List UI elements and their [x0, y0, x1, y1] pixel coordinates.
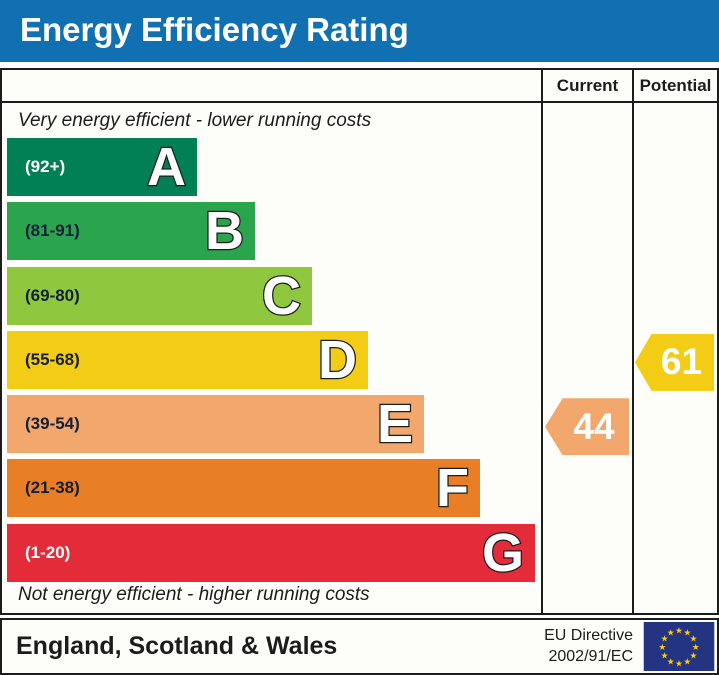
- band-f: (21-38) F: [7, 458, 480, 519]
- band-c-letter: C: [261, 265, 303, 326]
- potential-rating-value: 61: [660, 341, 703, 383]
- current-rating-marker: 44: [545, 398, 629, 456]
- band-d-range: (55-68): [25, 349, 80, 369]
- current-rating-value: 44: [573, 405, 615, 447]
- band-d-letter: D: [317, 329, 359, 390]
- energy-rating-table: Current Potential Very energy efficient …: [0, 68, 719, 615]
- svg-text:★: ★: [667, 657, 675, 667]
- band-f-letter: F: [435, 458, 471, 519]
- band-e-letter: E: [376, 394, 415, 455]
- svg-text:★: ★: [689, 651, 697, 661]
- band-b-range: (81-91): [25, 221, 80, 241]
- eu-directive-label: EU Directive 2002/91/EC: [544, 626, 633, 668]
- band-c: (69-80) C: [7, 265, 312, 326]
- potential-column: 61: [632, 103, 717, 613]
- band-g-letter: G: [481, 522, 526, 583]
- column-header-potential: Potential: [632, 70, 717, 103]
- band-d: (55-68) D: [7, 329, 368, 390]
- svg-text:★: ★: [675, 660, 683, 670]
- note-very-efficient: Very energy efficient - lower running co…: [18, 110, 372, 131]
- svg-text:★: ★: [661, 635, 669, 645]
- note-not-efficient: Not energy efficient - higher running co…: [18, 584, 370, 605]
- svg-text:★: ★: [683, 657, 691, 667]
- band-e: (39-54) E: [7, 394, 424, 455]
- header-spacer-cell: [2, 70, 541, 103]
- page-title: Energy Efficiency Rating: [0, 0, 719, 62]
- band-c-range: (69-80): [25, 285, 80, 305]
- potential-rating-marker: 61: [635, 333, 714, 391]
- svg-text:★: ★: [692, 643, 700, 653]
- svg-text:★: ★: [689, 635, 697, 645]
- column-header-current: Current: [541, 70, 632, 103]
- band-b-letter: B: [204, 201, 246, 262]
- band-f-range: (21-38): [25, 478, 80, 498]
- svg-text:★: ★: [683, 629, 691, 639]
- region-label: England, Scotland & Wales: [16, 632, 338, 660]
- band-a-range: (92+): [25, 157, 66, 176]
- svg-text:★: ★: [658, 643, 666, 653]
- current-column: 44: [541, 103, 632, 613]
- band-a-letter: A: [146, 137, 188, 197]
- band-list: (92+) A (81-91) B (69-80) C (55-68) D (3…: [7, 138, 535, 588]
- bands-area: Very energy efficient - lower running co…: [2, 103, 541, 613]
- eu-directive-line2: 2002/91/EC: [548, 647, 633, 665]
- eu-flag-icon: ★ ★ ★ ★ ★ ★ ★ ★ ★ ★ ★ ★: [643, 622, 715, 671]
- band-b: (81-91) B: [7, 201, 255, 262]
- band-g: (1-20) G: [7, 522, 535, 583]
- svg-text:★: ★: [667, 629, 675, 639]
- band-e-range: (39-54): [25, 414, 80, 434]
- band-g-range: (1-20): [25, 542, 71, 562]
- band-a: (92+) A: [7, 138, 197, 196]
- svg-text:★: ★: [675, 626, 683, 636]
- footer: England, Scotland & Wales EU Directive 2…: [0, 618, 719, 675]
- eu-directive-line1: EU Directive: [544, 626, 633, 644]
- svg-text:★: ★: [661, 651, 669, 661]
